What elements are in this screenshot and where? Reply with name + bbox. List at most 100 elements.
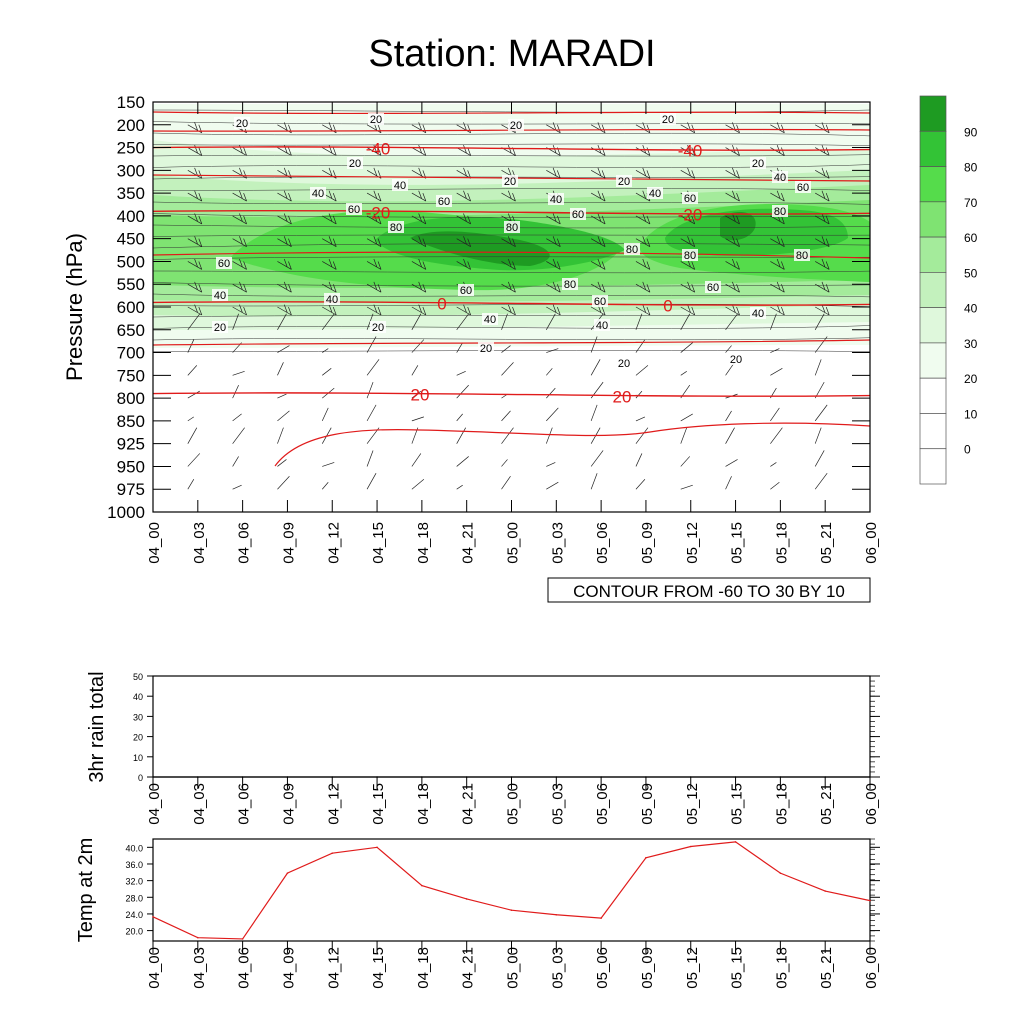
humidity-label: 60 (460, 285, 472, 297)
wind-barb (501, 410, 511, 422)
time-tick-label: 05_12 (684, 522, 701, 564)
colorbar-label: 0 (964, 443, 971, 457)
wind-barb (277, 190, 292, 202)
wind-barb (277, 258, 292, 270)
wind-barb (546, 387, 556, 399)
wind-barb (456, 258, 472, 270)
wind-barb (770, 407, 780, 422)
x-tick-label: 05_15 (729, 783, 746, 825)
wind-barb (501, 362, 514, 376)
humidity-label-bg (508, 119, 524, 131)
humidity-label-bg (794, 249, 810, 261)
humidity-label-bg (436, 195, 452, 207)
humidity-label: 80 (796, 250, 808, 262)
wind-barb (366, 450, 374, 467)
temperature-label: -40 (366, 140, 391, 159)
humidity-label-bg (795, 181, 811, 193)
humidity-label-bg (502, 175, 518, 187)
cross-section-time-axis: 04_00 04_03 04_06 04_09 04_12 04_15 04_18 04_21… (146, 102, 880, 564)
humidity-label: 40 (394, 180, 406, 192)
rain-series (152, 776, 871, 778)
pressure-tick-label: 400 (117, 207, 145, 226)
wind-barb (635, 258, 651, 270)
wind-barb (456, 342, 463, 353)
wind-barb (546, 281, 561, 293)
wind-barb (814, 404, 828, 422)
data-point (510, 776, 513, 778)
wind-barb (456, 427, 466, 444)
y-tick-label: 40.0 (125, 843, 143, 853)
wind-barb (725, 258, 740, 270)
data-point (824, 890, 826, 892)
wind-barb (770, 348, 780, 353)
colorbar-label: 80 (964, 161, 978, 175)
wind-barb (277, 459, 287, 467)
wind-barb (366, 190, 382, 202)
series-line (152, 841, 871, 940)
time-tick-label: 05_03 (549, 522, 566, 564)
wind-barb (321, 407, 329, 422)
wind-barb (366, 236, 382, 247)
wind-barb (366, 213, 382, 225)
time-tick-label: 05_09 (639, 522, 656, 564)
x-tick-label: 04_12 (325, 783, 342, 825)
colorbar-swatch (919, 95, 947, 132)
wind-barb (187, 236, 203, 247)
wind-barb (322, 368, 332, 376)
wind-barb (277, 345, 290, 353)
wind-barb (815, 145, 830, 156)
data-point (645, 776, 647, 778)
wind-barb (546, 481, 559, 490)
wind-barb (725, 410, 732, 422)
wind-barb (680, 304, 696, 316)
wind-barb (814, 359, 822, 376)
wind-barb (546, 368, 553, 376)
pressure-tick-label: 150 (117, 93, 145, 112)
temperature-label: 20 (411, 386, 430, 405)
humidity-label: 60 (594, 296, 606, 308)
wind-barb (456, 145, 472, 156)
wind-barb (321, 481, 329, 490)
wind-barb (366, 145, 382, 156)
wind-barb (590, 213, 606, 225)
wind-barb (232, 413, 242, 422)
wind-barb (187, 281, 203, 293)
y-tick-label: 10 (133, 753, 143, 763)
humidity-label: 60 (684, 193, 696, 205)
wind-barb (815, 236, 830, 247)
rain-frame (152, 675, 871, 778)
wind-barb (501, 345, 511, 353)
humidity-contour (152, 337, 871, 341)
wind-barb (277, 410, 290, 422)
time-tick-label: 04_06 (236, 522, 253, 564)
time-tick-label: 04_09 (280, 522, 297, 564)
wind-barb (680, 456, 691, 467)
data-point (689, 776, 692, 778)
temperature-line (152, 392, 871, 397)
wind-barb (456, 313, 469, 330)
wind-barb (232, 167, 247, 179)
x-tick-label: 06_00 (863, 947, 880, 989)
wind-barb (770, 258, 785, 270)
pressure-axis-label: Pressure (hPa) (62, 233, 87, 381)
wind-barb (590, 190, 606, 202)
data-point (376, 776, 378, 778)
wind-barb (635, 167, 651, 179)
wind-barb (770, 313, 777, 330)
wind-barb (411, 190, 427, 202)
humidity-label-bg (772, 205, 788, 217)
humidity-label: 40 (326, 294, 338, 306)
wind-barb (635, 365, 649, 376)
colorbar-label: 90 (964, 125, 978, 139)
humidity-blob-90-east (720, 212, 756, 241)
humidity-label: 20 (349, 158, 361, 170)
colorbar-label: 20 (964, 372, 978, 386)
humidity-label: 20 (372, 322, 384, 334)
cross-section-panel: -40 -40 -20 -20 0 0 20 20 20 20 20 20 20 20 20 20 40 40 4… (62, 93, 880, 603)
wind-barb (187, 190, 203, 202)
data-point (465, 776, 468, 778)
wind-barb (187, 258, 203, 270)
humidity-contour (152, 325, 871, 329)
temp-axis-label: Temp at 2m (75, 838, 97, 942)
x-tick-label: 05_12 (684, 947, 701, 989)
